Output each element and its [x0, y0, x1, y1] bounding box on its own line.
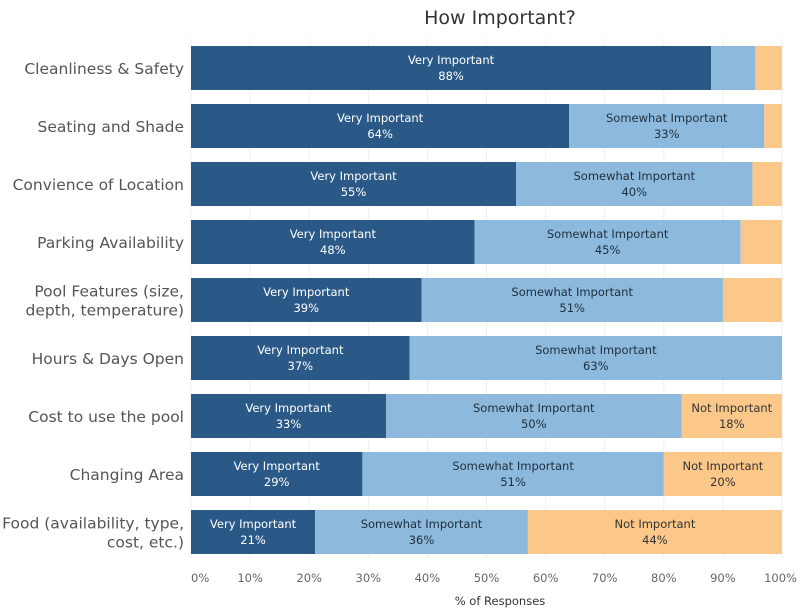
x-tick-label: 50% [474, 571, 500, 585]
segment-value-label: 39% [293, 301, 319, 315]
bar-segment [191, 46, 712, 90]
bar-segment [191, 162, 517, 206]
category-label: Seating and Shade [38, 118, 184, 136]
segment-value-label: 33% [654, 127, 680, 141]
segment-value-label: 44% [642, 533, 668, 547]
segment-value-label: 51% [559, 301, 585, 315]
bar-segment [711, 46, 756, 90]
segment-value-label: 40% [621, 185, 647, 199]
bar-segment [191, 104, 570, 148]
category-label: cost, etc.) [107, 534, 184, 552]
category-label: Hours & Days Open [32, 350, 184, 368]
bar-segment [474, 220, 741, 264]
segment-value-label: 63% [583, 359, 609, 373]
segment-value-label: 29% [264, 475, 290, 489]
x-tick-label: 90% [710, 571, 736, 585]
x-axis-title: % of Responses [455, 594, 546, 608]
segment-value-label: 88% [438, 69, 464, 83]
segment-value-label: 51% [500, 475, 526, 489]
bar-segment [386, 394, 682, 438]
segment-series-label: Somewhat Important [511, 285, 633, 299]
segment-series-label: Somewhat Important [606, 111, 728, 125]
bar-segment [527, 510, 782, 554]
category-label: depth, temperature) [26, 302, 184, 320]
bar-segment [421, 278, 723, 322]
segment-series-label: Not Important [682, 459, 763, 473]
bar-segment [191, 220, 475, 264]
segment-series-label: Very Important [310, 169, 397, 183]
x-tick-label: 60% [533, 571, 559, 585]
segment-series-label: Very Important [263, 285, 350, 299]
category-label: Parking Availability [37, 234, 184, 252]
segment-value-label: 48% [320, 243, 346, 257]
category-label: Pool Features (size, [34, 283, 184, 301]
bar-segment [191, 452, 363, 496]
segment-series-label: Very Important [234, 459, 321, 473]
category-labels: Cleanliness & Safety Seating and Shade Con… [2, 60, 184, 552]
segment-series-label: Very Important [337, 111, 424, 125]
segment-series-label: Not Important [691, 401, 772, 415]
bar-segment [516, 162, 753, 206]
x-tick-label: 80% [651, 571, 677, 585]
segment-series-label: Very Important [257, 343, 344, 357]
bar-segment [764, 104, 782, 148]
segment-series-label: Somewhat Important [547, 227, 669, 241]
segment-series-label: Somewhat Important [361, 517, 483, 531]
bar-segment [755, 46, 782, 90]
segment-value-label: 33% [276, 417, 302, 431]
segment-value-label: 45% [595, 243, 621, 257]
bar-segment [409, 336, 782, 380]
bar-segment [663, 452, 782, 496]
bar-segment [752, 162, 782, 206]
x-tick-label: 20% [296, 571, 322, 585]
segment-value-label: 20% [710, 475, 736, 489]
segment-series-label: Very Important [245, 401, 332, 415]
bars: Very Important 88% Very Important 64% Somewh… [191, 46, 782, 554]
bar-segment [569, 104, 765, 148]
x-tick-label: 100% [764, 571, 797, 585]
category-label: Cleanliness & Safety [24, 60, 184, 78]
segment-value-label: 21% [240, 533, 266, 547]
chart-title: How Important? [424, 7, 576, 29]
category-label: Cost to use the pool [28, 408, 184, 426]
segment-series-label: Somewhat Important [452, 459, 574, 473]
bar-segment [191, 510, 316, 554]
x-tick-label: 70% [592, 571, 618, 585]
x-axis-ticks: 0% 10% 20% 30% 40% 50% 60% 70% 80% 90% 100% [191, 571, 797, 585]
segment-value-label: 64% [367, 127, 393, 141]
segment-series-label: Somewhat Important [573, 169, 695, 183]
x-tick-label: 30% [356, 571, 382, 585]
segment-series-label: Not Important [615, 517, 696, 531]
segment-value-label: 18% [719, 417, 745, 431]
x-tick-label: 0% [191, 571, 209, 585]
category-label: Convience of Location [13, 176, 184, 194]
segment-value-label: 55% [341, 185, 367, 199]
segment-series-label: Very Important [210, 517, 297, 531]
bar-segment [681, 394, 782, 438]
category-label: Changing Area [70, 466, 184, 484]
bar-segment [740, 220, 782, 264]
segment-series-label: Somewhat Important [535, 343, 657, 357]
bar-segment [191, 336, 410, 380]
bar-segment [315, 510, 528, 554]
bar-segment [191, 278, 422, 322]
segment-value-label: 50% [521, 417, 547, 431]
segment-series-label: Somewhat Important [473, 401, 595, 415]
segment-value-label: 36% [409, 533, 435, 547]
x-tick-label: 40% [415, 571, 441, 585]
segment-series-label: Very Important [290, 227, 377, 241]
segment-value-label: 37% [288, 359, 314, 373]
x-tick-label: 10% [237, 571, 263, 585]
bar-segment [362, 452, 664, 496]
bar-segment [191, 394, 387, 438]
segment-series-label: Very Important [408, 53, 495, 67]
category-label: Food (availability, type, [2, 515, 184, 533]
bar-segment [722, 278, 782, 322]
